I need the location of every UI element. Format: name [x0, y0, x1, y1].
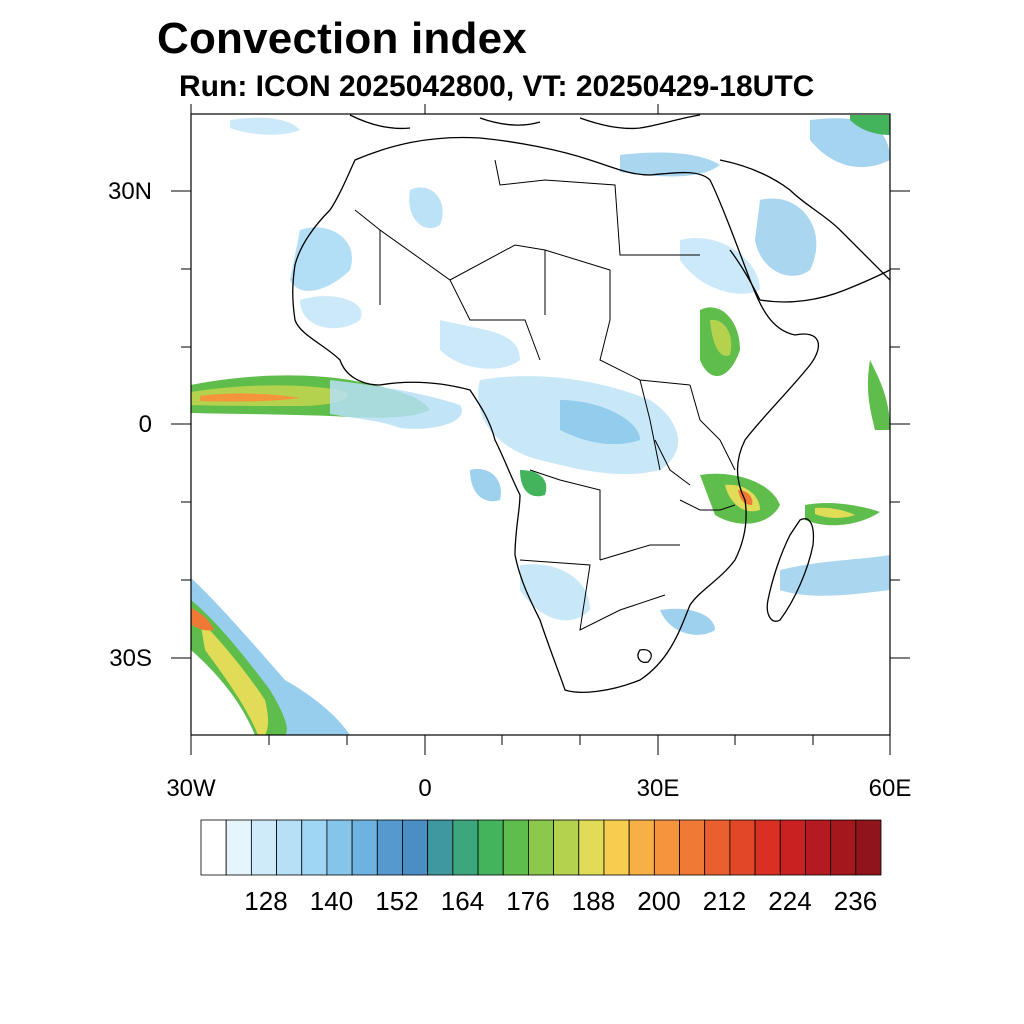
colorbar-swatch — [779, 819, 806, 876]
colorbar-swatch — [427, 819, 454, 876]
colorbar-label: 212 — [702, 886, 747, 916]
convection-field — [191, 115, 890, 735]
lon-label-60e: 60E — [868, 775, 912, 802]
colorbar-label: 128 — [244, 886, 288, 916]
country-borders — [354, 159, 736, 631]
axis-ticks — [171, 104, 910, 755]
colorbar — [200, 819, 882, 876]
chart-title: Convection index — [157, 14, 527, 63]
chart-subtitle: Run: ICON 2025042800, VT: 20250429-18UTC — [179, 70, 815, 103]
colorbar-label: 152 — [375, 886, 419, 916]
colorbar-swatch — [250, 819, 277, 876]
colorbar-swatch — [452, 819, 479, 876]
colorbar-swatch — [653, 819, 680, 876]
colorbar-swatch — [805, 819, 832, 876]
lon-label-0: 0 — [418, 775, 432, 802]
colorbar-swatch — [754, 819, 781, 876]
colorbar-swatch — [301, 819, 328, 876]
colorbar-swatch — [855, 819, 882, 876]
colorbar-label: 200 — [637, 886, 681, 916]
colorbar-label: 140 — [309, 886, 354, 916]
colorbar-label: 236 — [833, 886, 878, 916]
colorbar-swatch — [200, 819, 227, 876]
colorbar-swatch — [477, 819, 504, 876]
colorbar-label: 164 — [440, 886, 485, 916]
colorbar-swatch — [553, 819, 580, 876]
lat-label-30s: 30S — [109, 645, 152, 672]
colorbar-swatch — [502, 819, 529, 876]
lat-label-30n: 30N — [107, 178, 152, 205]
colorbar-swatch — [679, 819, 706, 876]
lon-label-30e: 30E — [636, 775, 680, 802]
coastlines — [292, 114, 890, 693]
lon-label-30w: 30W — [166, 775, 216, 802]
colorbar-label: 176 — [506, 886, 550, 916]
colorbar-swatch — [628, 819, 655, 876]
lat-label-0: 0 — [138, 411, 152, 438]
colorbar-swatch — [276, 819, 303, 876]
colorbar-swatch — [351, 819, 378, 876]
colorbar-swatch — [225, 819, 252, 876]
colorbar-swatch — [830, 819, 857, 876]
colorbar-label: 224 — [768, 886, 812, 916]
colorbar-swatch — [729, 819, 756, 876]
colorbar-swatch — [402, 819, 429, 876]
arabia-coast — [719, 159, 890, 303]
africa-coast — [292, 136, 819, 693]
colorbar-swatch — [326, 819, 353, 876]
colorbar-swatch — [376, 819, 403, 876]
colorbar-swatch — [603, 819, 630, 876]
colorbar-swatch — [578, 819, 605, 876]
colorbar-label: 188 — [571, 886, 616, 916]
colorbar-swatch — [528, 819, 554, 876]
colorbar-swatch — [704, 819, 731, 876]
madagascar-coast — [766, 518, 815, 622]
